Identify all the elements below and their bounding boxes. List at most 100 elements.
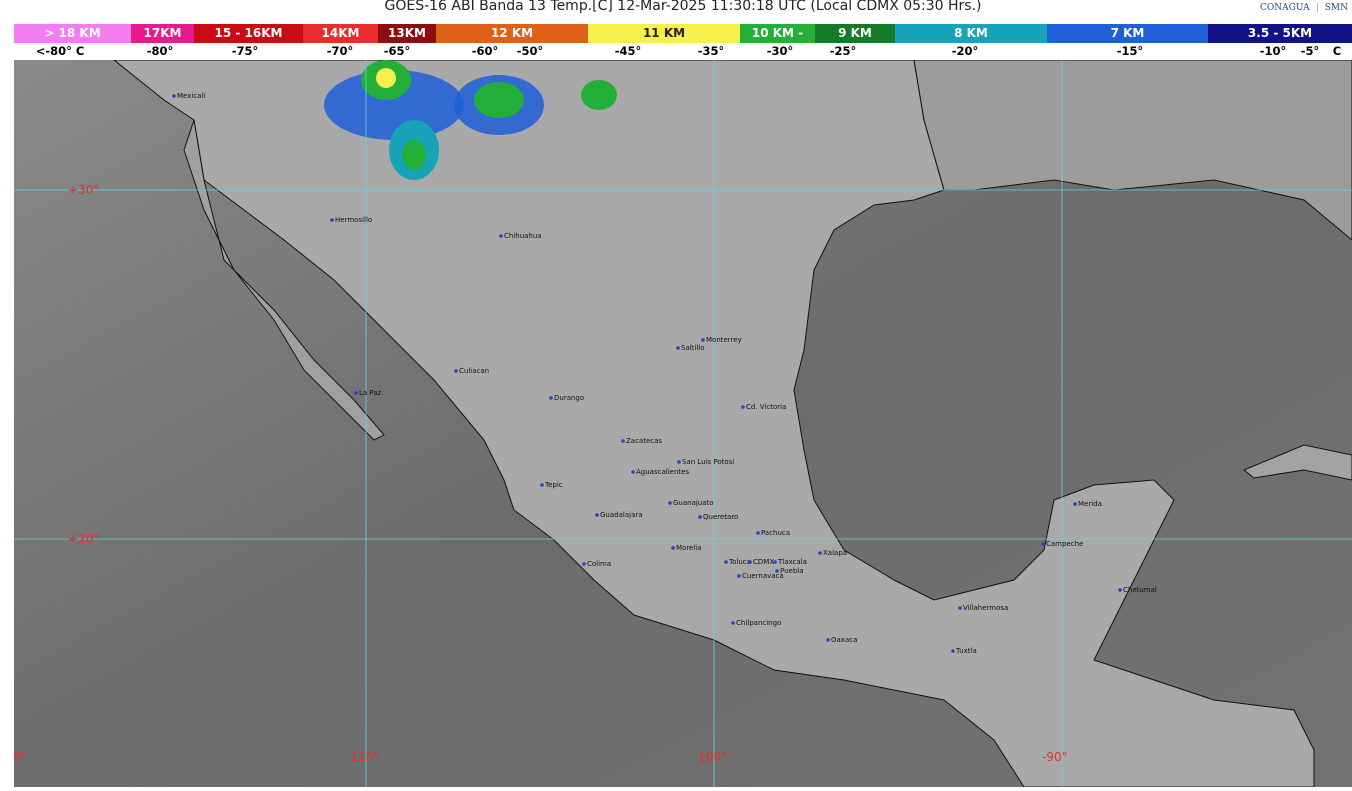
temperature-label: -5° — [1300, 44, 1320, 58]
city-label: Durango — [554, 394, 584, 402]
city-marker — [756, 531, 760, 535]
temperature-label: -50° — [516, 44, 544, 58]
city-label: Monterrey — [706, 336, 742, 344]
city-marker — [631, 470, 635, 474]
temperature-label: C — [1332, 44, 1342, 58]
city-label: Tepic — [544, 481, 563, 489]
city-marker — [724, 560, 728, 564]
image-title: GOES-16 ABI Banda 13 Temp.[C] 12-Mar-202… — [384, 0, 982, 14]
graticule — [14, 60, 1352, 787]
city-marker — [595, 513, 599, 517]
legend-segment: 17KM — [131, 24, 194, 43]
legend-segment: 11 KM — [588, 24, 740, 43]
temperature-label: -80° — [146, 44, 174, 58]
city-label: Mexicali — [177, 92, 205, 100]
city-label: Saltillo — [681, 344, 705, 352]
cloud-tops — [324, 60, 617, 180]
legend-segment: 12 KM — [436, 24, 588, 43]
city-label: Guanajuato — [673, 499, 714, 507]
city-label: Chihuahua — [504, 232, 542, 240]
city-marker — [582, 562, 586, 566]
city-label: Morelia — [676, 544, 702, 552]
city-marker — [668, 501, 672, 505]
city-label: La Paz — [359, 389, 382, 397]
city-label: San Luis Potosi — [682, 458, 734, 466]
city-marker — [737, 574, 741, 578]
city-label: Merida — [1078, 500, 1102, 508]
baja-california — [183, 119, 385, 441]
city-marker — [1118, 588, 1122, 592]
city-label: Aguascalientes — [636, 468, 689, 476]
city-label: Puebla — [780, 567, 804, 575]
city-label: Campeche — [1046, 540, 1083, 548]
city-label: Colima — [587, 560, 611, 568]
temperature-label: <-80° C — [35, 44, 85, 58]
city-marker — [698, 515, 702, 519]
city-marker — [540, 483, 544, 487]
temperature-label: -60° — [471, 44, 499, 58]
city-label: Culiacan — [459, 367, 489, 375]
city-marker — [701, 338, 705, 342]
satellite-map: +30° +20° -120° -110° -100° -90° Mexicali Herm… — [14, 60, 1352, 787]
latitude-label: +20° — [68, 532, 99, 546]
temperature-label: -20° — [951, 44, 979, 58]
conagua-logo: CONAGUA — [1260, 3, 1310, 13]
city-label: Chetumal — [1123, 586, 1157, 594]
city-marker — [1041, 542, 1045, 546]
longitude-label: -110° — [346, 750, 379, 764]
city-marker — [499, 234, 503, 238]
city-marker — [676, 346, 680, 350]
smn-logo: SMN — [1324, 3, 1348, 13]
city-marker — [677, 460, 681, 464]
city-label: Cuernavaca — [742, 572, 784, 580]
logos: CONAGUA | SMN — [1260, 3, 1348, 13]
city-label: Toluca — [728, 558, 751, 566]
city-marker — [773, 560, 777, 564]
legend-segment: 7 KM — [1047, 24, 1208, 43]
city-marker — [621, 439, 625, 443]
temperature-label: -65° — [383, 44, 411, 58]
legend-segment: 14KM — [303, 24, 378, 43]
city-marker — [826, 638, 830, 642]
legend-segment: 10 KM - — [740, 24, 815, 43]
longitude-label: -100° — [694, 750, 727, 764]
city-marker — [731, 621, 735, 625]
city-marker — [671, 546, 675, 550]
legend-segment: 9 KM — [815, 24, 895, 43]
city-label: CDMX — [753, 558, 774, 566]
temperature-label: -15° — [1116, 44, 1144, 58]
legend-segment: > 18 KM — [14, 24, 131, 43]
city-marker — [748, 560, 752, 564]
temperature-label: -10° — [1259, 44, 1287, 58]
city-label: Pachuca — [761, 529, 790, 537]
city-label: Villahermosa — [963, 604, 1008, 612]
city-marker — [741, 405, 745, 409]
city-label: Tuxtla — [955, 647, 977, 655]
city-marker — [1073, 502, 1077, 506]
longitude-label: -90° — [1042, 750, 1068, 764]
city-marker — [172, 94, 176, 98]
city-label: Hermosillo — [335, 216, 372, 224]
city-marker — [454, 369, 458, 373]
city-label: Tlaxcala — [777, 558, 807, 566]
city-marker — [330, 218, 334, 222]
temperature-label: -35° — [697, 44, 725, 58]
city-label: Cd. Victoria — [746, 403, 786, 411]
legend-segment: 15 - 16KM — [194, 24, 303, 43]
city-marker — [958, 606, 962, 610]
city-label: Guadalajara — [600, 511, 643, 519]
city-label: Xalapa — [823, 549, 847, 557]
city-label: Queretaro — [703, 513, 738, 521]
legend-segment: 8 KM — [895, 24, 1047, 43]
legend-segment: 3.5 - 5KM — [1208, 24, 1352, 43]
temperature-scale: <-80° C -80° -75° -70° -65° -60° -50° -45° -35° -… — [0, 44, 1352, 60]
city-marker — [775, 569, 779, 573]
color-scale-legend: > 18 KM 17KM 15 - 16KM 14KM 13KM 12 KM 11 KM 10… — [14, 24, 1352, 43]
temperature-label: -30° — [766, 44, 794, 58]
cuba — [1243, 444, 1352, 481]
city-label: Zacatecas — [626, 437, 662, 445]
latitude-label: +30° — [68, 183, 99, 197]
temperature-label: -45° — [614, 44, 642, 58]
temperature-label: -25° — [829, 44, 857, 58]
temperature-label: -70° — [326, 44, 354, 58]
